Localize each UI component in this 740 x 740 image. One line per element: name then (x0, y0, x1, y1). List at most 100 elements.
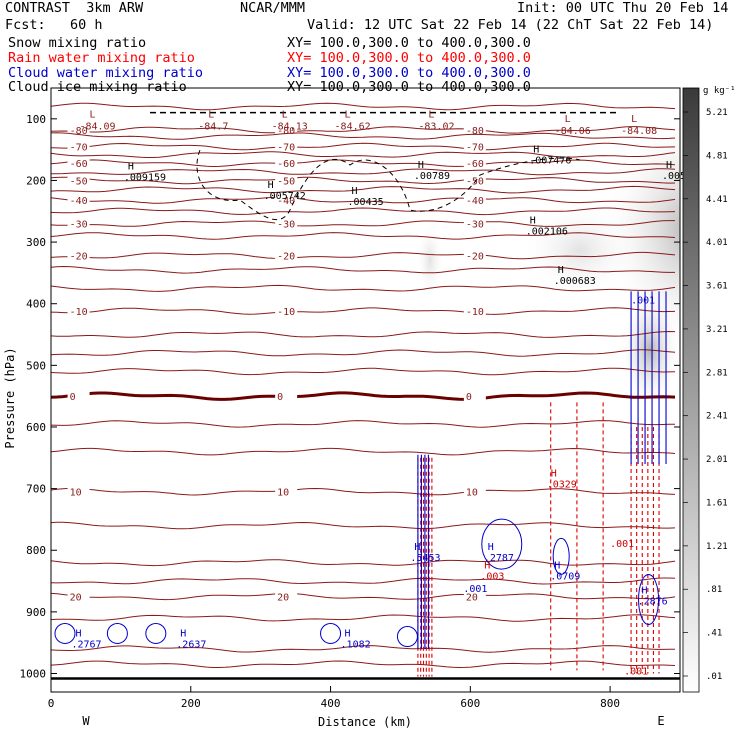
isotherm-label-bg (463, 249, 486, 262)
isotherm-line (51, 577, 676, 585)
high-marker-letter: H (345, 629, 351, 640)
colorbar-level: 3.61 (706, 282, 728, 292)
isotherm-label: -70 (466, 143, 484, 154)
isotherm-label-bg (67, 194, 90, 207)
low-marker-letter: L (282, 110, 288, 121)
cloud-water-contour (54, 622, 76, 644)
isotherm-line (51, 521, 676, 530)
isotherm-line (51, 220, 675, 227)
low-marker-value: -84.7 (198, 122, 228, 133)
isotherm-label-bg (463, 157, 486, 170)
low-marker-value: -84.09 (79, 122, 115, 133)
high-marker-letter: H (180, 629, 186, 640)
isotherm-label: -60 (70, 159, 88, 170)
y-tick-label: 700 (26, 483, 46, 496)
isotherm-label: -60 (466, 159, 484, 170)
isotherm-label: -60 (277, 159, 295, 170)
isotherm-line (51, 132, 676, 140)
isotherm-label-bg (275, 217, 298, 230)
low-marker-letter: L (428, 110, 434, 121)
low-marker-value: -84.06 (555, 126, 591, 137)
high-marker-value: .2787 (484, 553, 514, 564)
y-axis-label: Pressure (hPa) (3, 347, 17, 448)
isotherm-label-bg (463, 217, 486, 230)
isotherm-label-bg (67, 390, 90, 403)
colorbar-level: 1.61 (706, 498, 728, 508)
contour-layer: -80 -80 -80-70 -70 -70-60 -60 -60-50 -50 -50-40-… (51, 102, 680, 680)
isotherm-label: -20 (70, 252, 88, 263)
isotherm-label: -30 (277, 220, 295, 231)
isotherm-line (51, 367, 676, 376)
low-marker-letter: L (565, 114, 571, 125)
isotherm-label-bg (463, 140, 486, 153)
x-axis-label: Distance (km) (318, 715, 412, 729)
isotherm-label: -80 (70, 126, 88, 137)
init-time-label: Init: 00 UTC Thu 20 Feb 14 (517, 0, 729, 16)
field-name-rain: Rain water mixing ratio (8, 50, 195, 66)
y-tick-label: 200 (26, 174, 46, 187)
cloud-water-contour (552, 537, 570, 575)
contour-value-label: .001 (624, 667, 648, 678)
isotherm-line (51, 391, 676, 401)
high-marker-value: .009159 (124, 172, 166, 183)
high-marker-letter: H (75, 629, 81, 640)
isotherm-line (51, 592, 676, 601)
y-tick-label: 600 (26, 421, 46, 434)
isotherm-label-bg (67, 123, 90, 136)
colorbar-level: 1.21 (706, 542, 728, 552)
high-marker-letter: H (268, 180, 274, 191)
isotherm-line (51, 487, 676, 496)
isotherm-label-bg (463, 305, 486, 318)
isotherm-line (51, 265, 675, 274)
plot-frame (50, 87, 681, 693)
valid-time-label: Valid: 12 UTC Sat 22 Feb 14 (22 ChT Sat … (307, 17, 714, 33)
isotherm-line (51, 645, 676, 653)
high-marker-value: .5453 (410, 553, 440, 564)
isotherm-label: 0 (466, 392, 472, 403)
colorbar-level: 4.41 (706, 195, 728, 205)
isotherm-label-bg (275, 140, 298, 153)
isotherm-label-bg (463, 390, 486, 403)
colorbar-level: 4.81 (706, 151, 728, 161)
field-name-snow: Snow mixing ratio (8, 35, 147, 51)
cloud-water-contour (396, 626, 418, 648)
x-tick-label: 0 (48, 697, 55, 710)
isotherm-label: -40 (70, 196, 88, 207)
isotherm-label-bg (275, 157, 298, 170)
contour-value-label: .001 (610, 539, 634, 550)
center-label: NCAR/MMM (240, 0, 306, 16)
isotherm-label: -80 (277, 126, 295, 137)
isotherm-label-bg (275, 590, 298, 603)
y-tick-label: 1000 (20, 668, 47, 681)
isotherm-label-bg (67, 590, 90, 603)
isotherm-label: -30 (466, 220, 484, 231)
isotherm-label-bg (463, 485, 486, 498)
cloud-water-contour (638, 574, 660, 626)
isotherm-label-bg (463, 174, 486, 187)
low-marker-value: -84.08 (621, 126, 657, 137)
x-end-label-west: W (82, 714, 90, 728)
isotherm-line (51, 447, 676, 456)
isotherm-line (51, 142, 676, 151)
isotherm-line (51, 168, 676, 176)
colorbar-level: 2.41 (706, 412, 728, 422)
isotherm-line (51, 559, 676, 567)
isotherm-line (51, 185, 676, 194)
high-marker-letter: H (418, 160, 424, 171)
isotherm-label-bg (67, 157, 90, 170)
isotherm-line (51, 307, 676, 315)
field-xy-rain: XY= 100.0,300.0 to 400.0,300.0 (287, 50, 531, 66)
high-marker-value: .0709 (550, 572, 580, 583)
isotherm-line (51, 126, 676, 134)
isotherm-label-bg (275, 174, 298, 187)
high-marker-letter: H (530, 216, 536, 227)
isotherm-label: -20 (466, 252, 484, 263)
colorbar-level: 3.21 (706, 325, 728, 335)
isotherm-label: -10 (466, 307, 484, 318)
contour-value-label: .001 (463, 584, 487, 595)
model-label: CONTRAST 3km ARW (5, 0, 144, 16)
low-marker-value: -84.13 (272, 122, 308, 133)
isotherm-line (51, 176, 676, 185)
cloud-water-contour (106, 622, 128, 644)
